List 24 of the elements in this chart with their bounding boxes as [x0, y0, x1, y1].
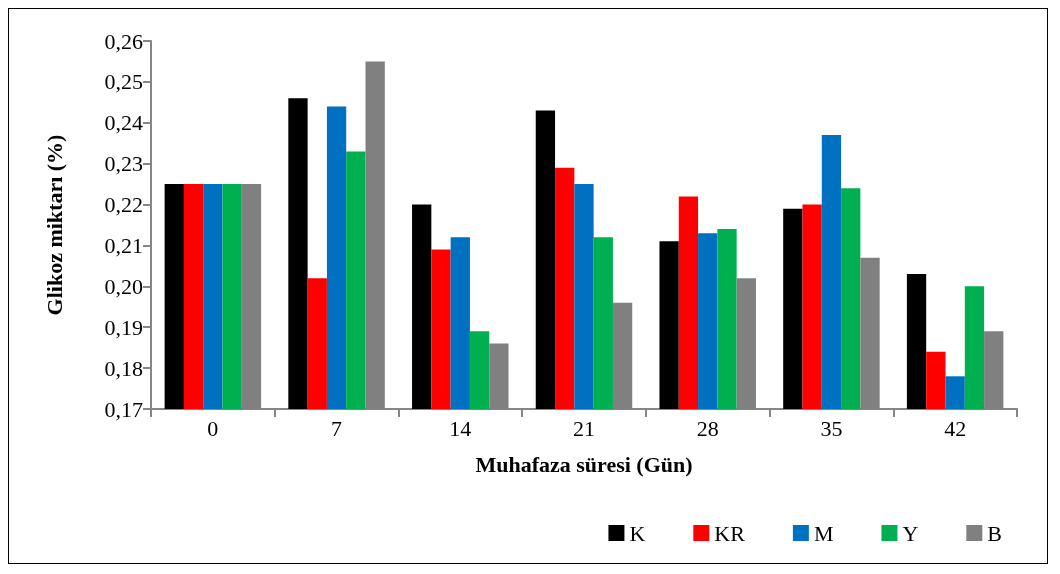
legend-label: K	[629, 520, 646, 546]
legend-label: B	[987, 520, 1003, 546]
x-tick-label: 0	[207, 415, 219, 441]
x-tick-label: 42	[944, 415, 967, 441]
x-tick-label: 14	[449, 415, 472, 441]
y-tick-label: 0,17	[104, 396, 143, 422]
legend-label: Y	[902, 520, 919, 546]
y-tick-label: 0,24	[104, 110, 143, 136]
x-axis-title: Muhafaza süresi (Gün)	[475, 451, 693, 477]
x-tick-label: 28	[696, 415, 719, 441]
y-tick-label: 0,18	[104, 355, 143, 381]
x-tick-label: 21	[573, 415, 595, 441]
legend-label: M	[813, 520, 834, 546]
y-axis-title: Glikoz miktarı (%)	[41, 134, 67, 316]
y-tick-label: 0,25	[104, 69, 143, 95]
y-tick-label: 0,23	[104, 151, 143, 177]
y-tick-label: 0,22	[104, 192, 143, 218]
y-tick-label: 0,20	[104, 273, 143, 299]
y-tick-label: 0,26	[104, 28, 143, 54]
y-tick-label: 0,19	[104, 314, 143, 340]
x-tick-label: 35	[820, 415, 843, 441]
y-tick-label: 0,21	[104, 232, 143, 258]
x-tick-label: 7	[331, 415, 343, 441]
legend-label: KR	[714, 520, 746, 546]
